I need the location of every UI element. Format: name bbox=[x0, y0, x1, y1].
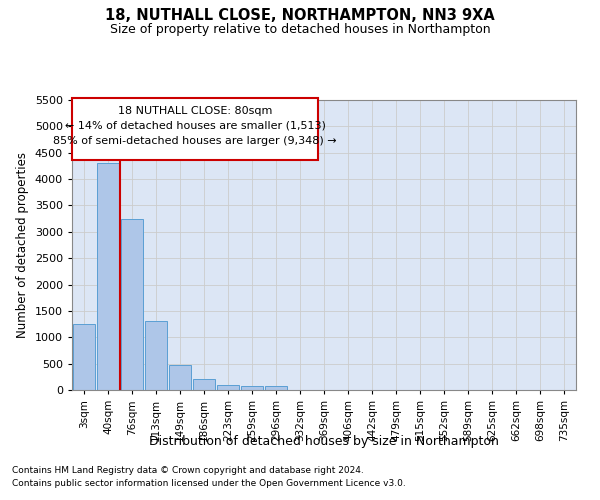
Bar bbox=[97, 164, 119, 390]
Text: ← 14% of detached houses are smaller (1,513): ← 14% of detached houses are smaller (1,… bbox=[65, 121, 325, 131]
Text: Contains HM Land Registry data © Crown copyright and database right 2024.: Contains HM Land Registry data © Crown c… bbox=[12, 466, 364, 475]
Y-axis label: Number of detached properties: Number of detached properties bbox=[16, 152, 29, 338]
Bar bbox=[169, 364, 191, 390]
Text: 18, NUTHALL CLOSE, NORTHAMPTON, NN3 9XA: 18, NUTHALL CLOSE, NORTHAMPTON, NN3 9XA bbox=[105, 8, 495, 22]
Bar bbox=[217, 384, 239, 390]
Bar bbox=[265, 386, 287, 390]
Text: 18 NUTHALL CLOSE: 80sqm: 18 NUTHALL CLOSE: 80sqm bbox=[118, 106, 272, 116]
Bar bbox=[193, 380, 215, 390]
Text: Contains public sector information licensed under the Open Government Licence v3: Contains public sector information licen… bbox=[12, 478, 406, 488]
Text: 85% of semi-detached houses are larger (9,348) →: 85% of semi-detached houses are larger (… bbox=[53, 136, 337, 146]
Bar bbox=[241, 386, 263, 390]
Bar bbox=[121, 218, 143, 390]
Text: Distribution of detached houses by size in Northampton: Distribution of detached houses by size … bbox=[149, 435, 499, 448]
Text: Size of property relative to detached houses in Northampton: Size of property relative to detached ho… bbox=[110, 22, 490, 36]
Bar bbox=[73, 324, 95, 390]
Bar bbox=[145, 322, 167, 390]
